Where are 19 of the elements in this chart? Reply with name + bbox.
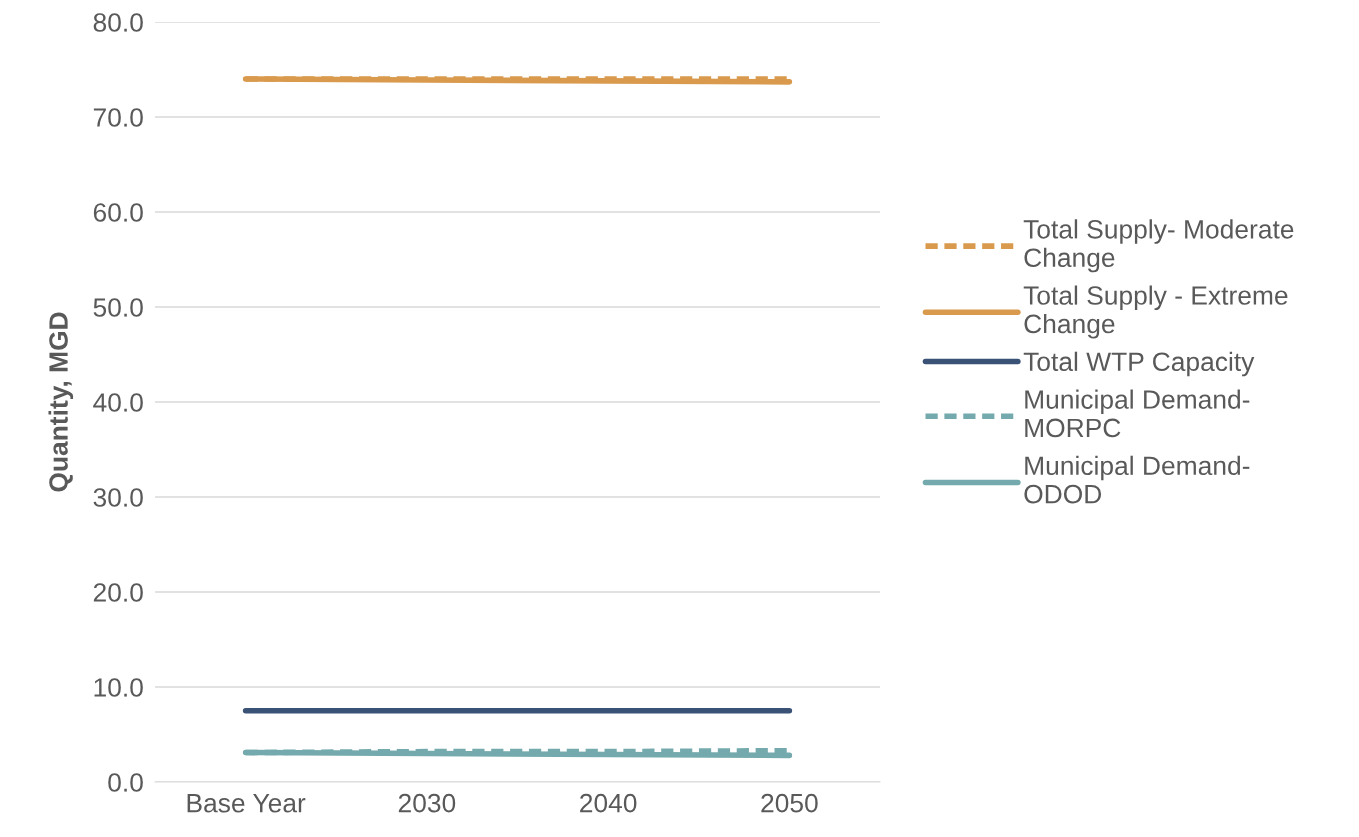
x-tick-label: 2030 (398, 793, 456, 813)
y-tick-label: 30.0 (93, 488, 143, 507)
legend-label: Total Supply - Extreme Change (1023, 285, 1288, 339)
y-tick-label: 20.0 (93, 583, 143, 602)
y-tick-label: 80.0 (93, 13, 143, 32)
legend-label: Municipal Demand- MORPC (1025, 389, 1250, 438)
x-tick-label: 2050 (761, 793, 818, 813)
legend-label: Total WTP Capacity (1023, 351, 1255, 377)
legend-label: Total Supply- Moderate Change (1023, 219, 1294, 273)
y-axis-title: Quantity, MGD (48, 312, 74, 492)
x-tick-label: 2040 (580, 793, 637, 813)
y-tick-label: 50.0 (93, 298, 143, 317)
y-tick-label: 10.0 (94, 678, 143, 697)
y-tick-label: 0.0 (108, 773, 143, 792)
y-tick-label: 60.0 (93, 203, 143, 222)
legend-label: Municipal Demand- ODOD (1024, 455, 1250, 504)
x-tick-label: Base Year (187, 794, 306, 813)
y-tick-label: 40.0 (93, 393, 143, 412)
y-tick-label: 70.0 (93, 108, 143, 127)
